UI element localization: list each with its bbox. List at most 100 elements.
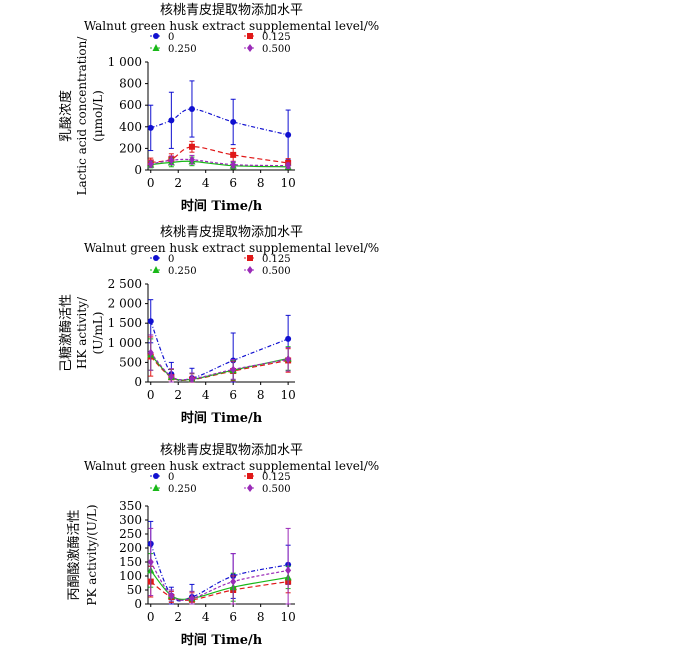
x-tick-label: 10 [280, 388, 295, 402]
legend-label: 0 [168, 32, 174, 43]
chart-title-en: Walnut green husk extract supplemental l… [84, 241, 379, 255]
y-tick-label: 0 [134, 597, 142, 611]
legend-item: 0 [150, 472, 174, 483]
data-point [147, 318, 154, 325]
legend-item: 0.125 [244, 32, 291, 43]
legend-marker [247, 484, 253, 492]
data-point [168, 117, 175, 124]
series-0 [147, 80, 292, 161]
x-axis-label: 时间 Time/h [181, 198, 263, 214]
chart-title-cn: 核桃青皮提取物添加水平 [160, 224, 303, 240]
y-tick-label: 250 [119, 527, 142, 541]
data-point [168, 372, 175, 381]
legend-label: 0.250 [168, 44, 197, 55]
axes: 0 200 400 600 800 1 000 0 2 4 6 8 10 [108, 55, 296, 190]
data-point [168, 156, 175, 165]
y-tick-label: 0 [134, 163, 142, 177]
data-point [230, 160, 237, 169]
y-tick-label: 500 [119, 355, 142, 369]
legend-marker [152, 484, 160, 491]
legend: 0 0.125 0.250 0.500 [150, 472, 291, 495]
data-point [230, 577, 237, 586]
data-point [147, 124, 154, 131]
series-0.500 [147, 527, 292, 605]
x-tick-label: 4 [202, 176, 210, 190]
legend-label: 0 [168, 472, 174, 483]
series-0.500 [147, 154, 292, 170]
y-axis-label-unit: (U/mL) [91, 312, 105, 355]
legend-item: 0.125 [244, 472, 291, 483]
legend-marker [247, 266, 253, 274]
data-point [188, 143, 195, 150]
data-point [285, 566, 292, 575]
legend-item: 0.250 [150, 266, 197, 277]
legend-label: 0.500 [262, 484, 291, 495]
legend-item: 0.500 [244, 44, 291, 55]
y-axis-label-unit: (μmol/L) [91, 90, 105, 142]
legend-item: 0 [150, 254, 174, 265]
chart-title-cn: 核桃青皮提取物添加水平 [160, 2, 303, 18]
y-tick-label: 150 [119, 555, 142, 569]
y-axis-label-cn: 己糖激酶活性 [58, 294, 74, 372]
data-point [147, 160, 154, 169]
x-tick-label: 8 [257, 176, 265, 190]
legend-item: 0.500 [244, 484, 291, 495]
x-tick-label: 0 [147, 610, 155, 624]
legend-marker [153, 33, 159, 39]
y-tick-label: 50 [127, 583, 142, 597]
legend-label: 0.125 [262, 472, 291, 483]
y-tick-label: 1 000 [108, 55, 142, 69]
data-point [188, 155, 195, 164]
x-tick-label: 2 [174, 610, 182, 624]
legend-label: 0 [168, 254, 174, 265]
y-tick-label: 2 500 [108, 277, 142, 291]
y-axis-label-en: Lactic acid concentration/ [75, 36, 89, 196]
legend-item: 0.125 [244, 254, 291, 265]
chart-title-en: Walnut green husk extract supplemental l… [84, 459, 379, 473]
y-tick-label: 800 [119, 77, 142, 91]
y-tick-label: 100 [119, 569, 142, 583]
data-point [188, 594, 195, 603]
y-tick-label: 1 000 [108, 336, 142, 350]
series-line [150, 581, 289, 601]
y-axis-label-cn: 丙酮酸激酶活性 [66, 509, 82, 600]
x-axis-label: 时间 Time/h [181, 632, 263, 648]
legend-marker [247, 44, 253, 52]
y-axis-label-cn: 乳酸浓度 [58, 90, 74, 142]
data-point [285, 355, 292, 364]
x-tick-label: 4 [202, 388, 210, 402]
data-point [147, 348, 154, 357]
data-point [168, 591, 175, 600]
legend-item: 0 [150, 32, 174, 43]
x-tick-label: 2 [174, 176, 182, 190]
legend-marker [247, 33, 253, 39]
data-point [230, 151, 237, 158]
y-tick-label: 400 [119, 120, 142, 134]
x-tick-label: 10 [280, 610, 295, 624]
data-point [188, 105, 195, 112]
x-tick-label: 0 [147, 388, 155, 402]
legend-label: 0.250 [168, 484, 197, 495]
data-point [230, 118, 237, 125]
data-point [285, 335, 292, 342]
x-tick-label: 8 [257, 388, 265, 402]
legend-label: 0.125 [262, 32, 291, 43]
x-axis-label: 时间 Time/h [181, 410, 263, 426]
y-tick-label: 1 500 [108, 316, 142, 330]
legend-label: 0.250 [168, 266, 197, 277]
data-point [230, 365, 237, 374]
legend-label: 0.125 [262, 254, 291, 265]
legend-marker [152, 266, 160, 273]
series-line [150, 352, 289, 381]
x-tick-label: 4 [202, 610, 210, 624]
series-0.500 [147, 334, 292, 383]
data-point [188, 374, 195, 383]
data-point [285, 161, 292, 170]
chart-title-en: Walnut green husk extract supplemental l… [84, 19, 379, 33]
legend-label: 0.500 [262, 44, 291, 55]
